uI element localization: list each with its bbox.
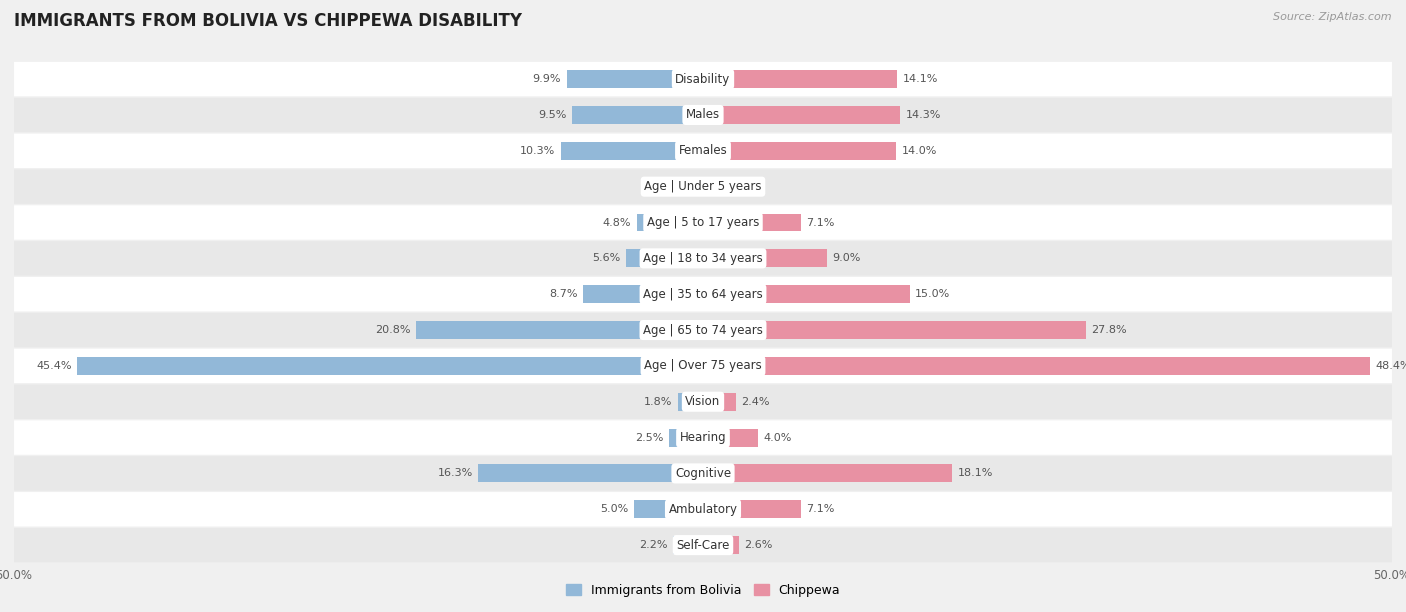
Text: Females: Females <box>679 144 727 157</box>
Bar <box>703 214 801 231</box>
Text: 7.1%: 7.1% <box>807 504 835 514</box>
Bar <box>561 142 703 160</box>
Bar <box>703 285 910 303</box>
FancyBboxPatch shape <box>14 313 1392 347</box>
Text: 1.8%: 1.8% <box>644 397 672 407</box>
Text: 18.1%: 18.1% <box>957 468 993 479</box>
Bar <box>416 321 703 339</box>
FancyBboxPatch shape <box>14 133 1392 168</box>
Bar <box>478 465 703 482</box>
Bar <box>77 357 703 375</box>
Text: 16.3%: 16.3% <box>437 468 472 479</box>
Text: 9.5%: 9.5% <box>538 110 567 120</box>
Text: 4.0%: 4.0% <box>763 433 792 442</box>
Text: 27.8%: 27.8% <box>1091 325 1128 335</box>
Text: 10.3%: 10.3% <box>520 146 555 156</box>
Text: 15.0%: 15.0% <box>915 289 950 299</box>
Text: 7.1%: 7.1% <box>807 217 835 228</box>
FancyBboxPatch shape <box>14 528 1392 562</box>
FancyBboxPatch shape <box>14 98 1392 132</box>
FancyBboxPatch shape <box>14 384 1392 419</box>
Text: Vision: Vision <box>685 395 721 408</box>
Text: 14.3%: 14.3% <box>905 110 941 120</box>
FancyBboxPatch shape <box>14 349 1392 383</box>
Text: Self-Care: Self-Care <box>676 539 730 551</box>
Bar <box>703 70 897 88</box>
Text: 8.7%: 8.7% <box>550 289 578 299</box>
Text: Hearing: Hearing <box>679 431 727 444</box>
FancyBboxPatch shape <box>14 205 1392 240</box>
Text: Age | 35 to 64 years: Age | 35 to 64 years <box>643 288 763 300</box>
Text: 9.0%: 9.0% <box>832 253 860 263</box>
Text: Source: ZipAtlas.com: Source: ZipAtlas.com <box>1274 12 1392 22</box>
Text: 2.4%: 2.4% <box>741 397 770 407</box>
Text: 14.0%: 14.0% <box>901 146 936 156</box>
FancyBboxPatch shape <box>14 241 1392 275</box>
Text: 20.8%: 20.8% <box>375 325 411 335</box>
Text: Age | 5 to 17 years: Age | 5 to 17 years <box>647 216 759 229</box>
Bar <box>634 501 703 518</box>
FancyBboxPatch shape <box>14 420 1392 455</box>
Bar <box>703 106 900 124</box>
FancyBboxPatch shape <box>14 492 1392 526</box>
Text: Males: Males <box>686 108 720 121</box>
Text: 2.5%: 2.5% <box>634 433 664 442</box>
Bar <box>703 501 801 518</box>
Text: 45.4%: 45.4% <box>37 361 72 371</box>
Bar <box>703 321 1085 339</box>
Legend: Immigrants from Bolivia, Chippewa: Immigrants from Bolivia, Chippewa <box>561 579 845 602</box>
FancyBboxPatch shape <box>14 170 1392 204</box>
Text: 5.0%: 5.0% <box>600 504 628 514</box>
Text: 48.4%: 48.4% <box>1375 361 1406 371</box>
Text: 1.1%: 1.1% <box>654 182 682 192</box>
Bar <box>703 357 1369 375</box>
FancyBboxPatch shape <box>14 456 1392 491</box>
Text: Disability: Disability <box>675 73 731 86</box>
Bar <box>703 142 896 160</box>
Bar <box>703 393 737 411</box>
Text: Ambulatory: Ambulatory <box>668 503 738 516</box>
Bar <box>688 177 703 196</box>
Bar <box>703 250 827 267</box>
Bar <box>703 428 758 447</box>
Text: 2.6%: 2.6% <box>744 540 773 550</box>
Text: 5.6%: 5.6% <box>592 253 620 263</box>
FancyBboxPatch shape <box>14 62 1392 96</box>
Text: 9.9%: 9.9% <box>533 74 561 84</box>
Text: 1.9%: 1.9% <box>735 182 763 192</box>
Bar <box>703 177 730 196</box>
Text: Age | Under 5 years: Age | Under 5 years <box>644 180 762 193</box>
Text: Age | Over 75 years: Age | Over 75 years <box>644 359 762 372</box>
Text: 14.1%: 14.1% <box>903 74 938 84</box>
Bar <box>626 250 703 267</box>
Bar <box>567 70 703 88</box>
Text: Age | 18 to 34 years: Age | 18 to 34 years <box>643 252 763 265</box>
Bar <box>572 106 703 124</box>
Bar <box>678 393 703 411</box>
Text: IMMIGRANTS FROM BOLIVIA VS CHIPPEWA DISABILITY: IMMIGRANTS FROM BOLIVIA VS CHIPPEWA DISA… <box>14 12 522 30</box>
Text: 4.8%: 4.8% <box>603 217 631 228</box>
Text: Cognitive: Cognitive <box>675 467 731 480</box>
Bar <box>703 465 952 482</box>
Bar <box>672 536 703 554</box>
FancyBboxPatch shape <box>14 277 1392 312</box>
Bar <box>703 536 738 554</box>
Bar <box>583 285 703 303</box>
Bar <box>637 214 703 231</box>
Text: 2.2%: 2.2% <box>638 540 668 550</box>
Bar <box>669 428 703 447</box>
Text: Age | 65 to 74 years: Age | 65 to 74 years <box>643 324 763 337</box>
